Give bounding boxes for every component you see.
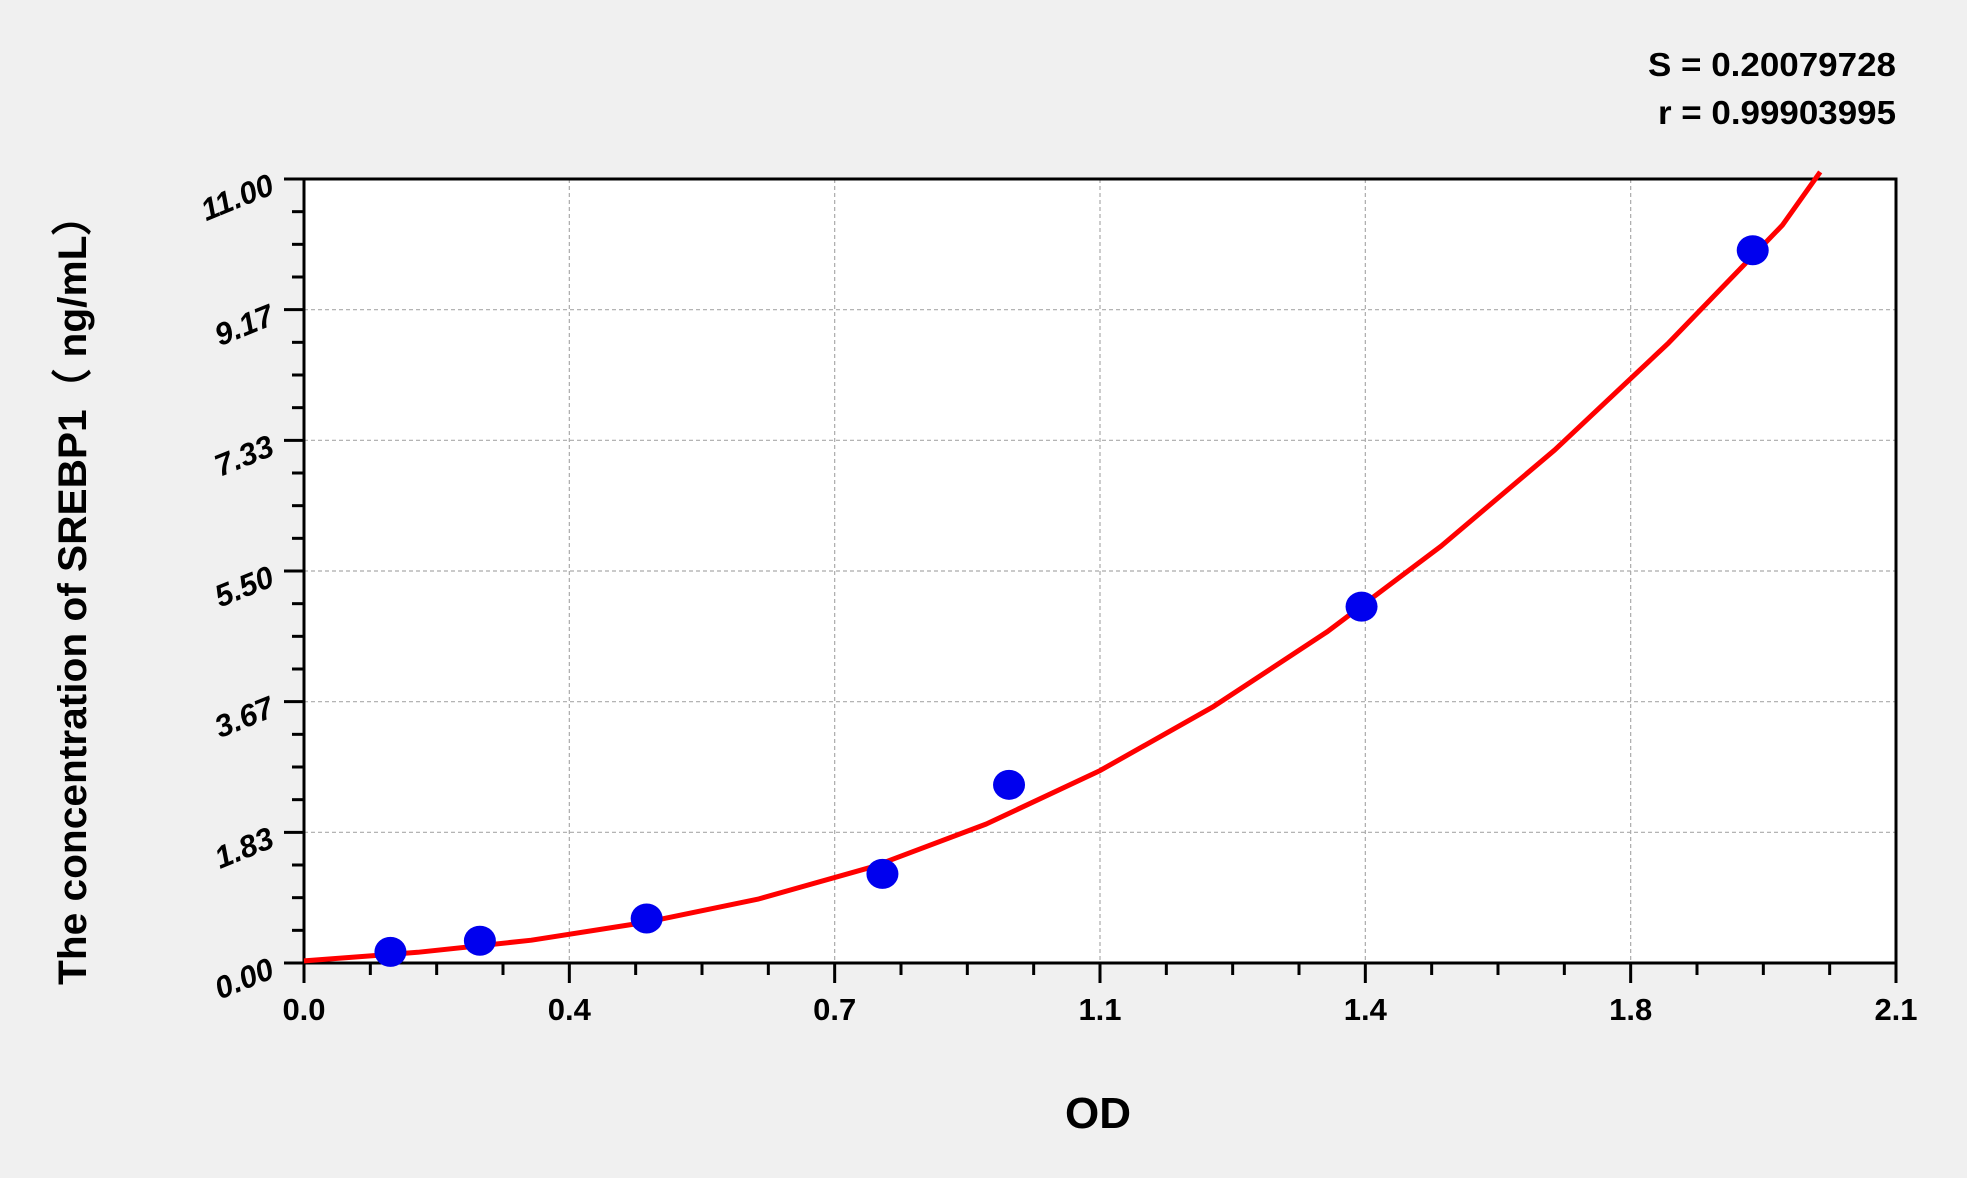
r-value: r = 0.99903995 — [1658, 94, 1896, 131]
x-axis-label: OD — [1065, 1089, 1131, 1138]
data-point — [1345, 591, 1378, 622]
y-tick-labels: 0.00 1.83 3.67 5.50 7.33 9.17 11.00 — [196, 167, 281, 1006]
data-point — [866, 858, 899, 889]
s-value: S = 0.20079728 — [1648, 46, 1896, 83]
data-point — [630, 903, 663, 934]
data-points — [374, 235, 1769, 967]
y-tick-label: 5.50 — [210, 559, 279, 614]
plot-frame — [302, 177, 1898, 965]
x-tick-label: 0.4 — [548, 992, 592, 1027]
x-tick-label: 1.4 — [1344, 992, 1388, 1027]
x-tick-label: 1.8 — [1609, 992, 1652, 1027]
y-tick-label: 7.33 — [210, 428, 279, 483]
y-axis-label: The concentration of SREBP1（ ng/mL） — [51, 195, 95, 985]
data-point — [374, 936, 407, 967]
x-tick-label: 1.1 — [1078, 992, 1121, 1027]
y-tick-label: 9.17 — [210, 297, 281, 353]
data-point — [993, 769, 1026, 800]
x-tick-label: 2.1 — [1874, 992, 1917, 1027]
y-tick-label: 1.83 — [210, 820, 279, 875]
y-tick-label: 11.00 — [196, 167, 279, 228]
y-tick-label: 0.00 — [210, 951, 279, 1006]
x-tick-label: 0.7 — [813, 992, 856, 1027]
y-tick-label: 3.67 — [210, 689, 281, 745]
grid-lines — [304, 179, 1896, 963]
x-tick-labels: 0.0 0.4 0.7 1.1 1.4 1.8 2.1 — [282, 992, 1917, 1027]
axis-ticks — [284, 177, 1898, 983]
data-point — [1736, 235, 1769, 266]
x-tick-label: 0.0 — [282, 992, 325, 1027]
data-point — [463, 925, 496, 956]
fit-curve — [303, 170, 1823, 964]
fit-curve-group — [303, 170, 1823, 964]
